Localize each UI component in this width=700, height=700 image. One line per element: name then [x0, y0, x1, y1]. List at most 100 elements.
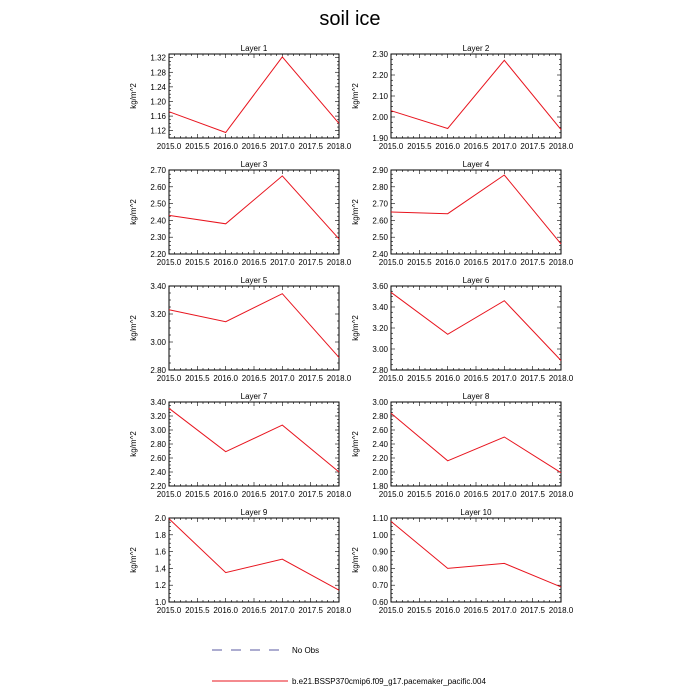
x-tick-label: 2016.0 [213, 258, 238, 267]
y-tick-label: 0.80 [372, 564, 388, 573]
y-tick-label: 2.60 [372, 216, 388, 225]
panel-title: Layer 1 [241, 44, 268, 53]
y-tick-label: 1.32 [150, 54, 166, 63]
x-tick-label: 2016.0 [213, 374, 238, 383]
x-tick-label: 2018.0 [327, 374, 352, 383]
x-tick-label: 2016.5 [464, 258, 489, 267]
y-tick-label: 2.10 [372, 92, 388, 101]
y-tick-label: 2.20 [372, 71, 388, 80]
y-tick-label: 2.20 [150, 482, 166, 491]
y-tick-label: 1.20 [150, 97, 166, 106]
x-tick-label: 2016.0 [435, 258, 460, 267]
y-tick-label: 2.20 [150, 250, 166, 259]
x-tick-label: 2015.0 [157, 490, 182, 499]
y-axis-label: kg/m^2 [129, 315, 138, 341]
x-tick-label: 2016.5 [242, 142, 267, 151]
y-tick-label: 2.80 [372, 366, 388, 375]
x-tick-label: 2017.5 [520, 374, 545, 383]
plot-frame [390, 53, 562, 139]
y-tick-label: 2.60 [150, 183, 166, 192]
x-tick-label: 2017.0 [270, 490, 295, 499]
x-tick-label: 2015.5 [185, 142, 210, 151]
panel-title: Layer 3 [241, 160, 268, 169]
y-tick-label: 1.16 [150, 112, 166, 121]
plot-frame [168, 169, 340, 255]
x-tick-label: 2017.0 [270, 142, 295, 151]
legend-entry-no-obs: No Obs [212, 646, 319, 655]
y-tick-label: 3.60 [372, 282, 388, 291]
y-tick-label: 1.80 [372, 482, 388, 491]
x-tick-label: 2018.0 [549, 490, 574, 499]
y-axis-label: kg/m^2 [129, 83, 138, 109]
panel-title: Layer 7 [241, 392, 268, 401]
y-tick-label: 3.00 [372, 345, 388, 354]
series-line [390, 174, 562, 245]
x-tick-label: 2016.0 [213, 490, 238, 499]
y-tick-label: 2.30 [372, 50, 388, 59]
y-axis-label: kg/m^2 [351, 83, 360, 109]
x-tick-label: 2015.5 [407, 258, 432, 267]
x-tick-label: 2016.5 [464, 606, 489, 615]
y-tick-label: 2.90 [372, 166, 388, 175]
x-tick-label: 2015.0 [379, 606, 404, 615]
y-tick-label: 2.60 [150, 454, 166, 463]
y-axis-label: kg/m^2 [129, 431, 138, 457]
x-tick-label: 2017.5 [298, 606, 323, 615]
x-tick-label: 2015.0 [157, 142, 182, 151]
panel-title: Layer 6 [463, 276, 490, 285]
y-tick-label: 2.0 [155, 514, 167, 523]
panel-title: Layer 5 [241, 276, 268, 285]
y-tick-label: 1.28 [150, 68, 166, 77]
y-tick-label: 2.00 [372, 468, 388, 477]
x-tick-label: 2016.0 [213, 606, 238, 615]
y-tick-label: 1.00 [372, 531, 388, 540]
y-tick-label: 2.80 [150, 366, 166, 375]
x-tick-label: 2017.5 [298, 374, 323, 383]
legend: No Obs b.e21.BSSP370cmip6.f09_g17.pacemak… [212, 646, 486, 686]
y-tick-label: 2.30 [150, 233, 166, 242]
series-line [390, 521, 562, 588]
series-line [390, 291, 562, 361]
x-tick-label: 2015.5 [407, 374, 432, 383]
x-tick-label: 2017.5 [520, 142, 545, 151]
y-tick-label: 3.40 [150, 398, 166, 407]
y-axis-label: kg/m^2 [129, 199, 138, 225]
series-line [390, 59, 562, 130]
y-tick-label: 2.20 [372, 454, 388, 463]
y-tick-label: 2.40 [150, 468, 166, 477]
x-tick-label: 2017.5 [520, 606, 545, 615]
panel-title: Layer 4 [463, 160, 490, 169]
x-tick-label: 2015.0 [379, 258, 404, 267]
x-tick-label: 2018.0 [549, 258, 574, 267]
x-tick-label: 2017.0 [492, 142, 517, 151]
x-tick-label: 2018.0 [327, 606, 352, 615]
panel-title: Layer 8 [463, 392, 490, 401]
x-tick-label: 2015.0 [157, 606, 182, 615]
x-tick-label: 2015.0 [379, 142, 404, 151]
x-tick-label: 2016.0 [435, 490, 460, 499]
x-tick-label: 2017.0 [492, 374, 517, 383]
plot-frame [390, 169, 562, 255]
y-tick-label: 2.80 [372, 412, 388, 421]
y-tick-label: 1.12 [150, 127, 166, 136]
series-line [168, 175, 340, 240]
y-tick-label: 1.0 [155, 598, 167, 607]
series-line [168, 518, 340, 591]
x-tick-label: 2016.5 [242, 490, 267, 499]
series-line [168, 56, 340, 134]
x-tick-label: 2017.0 [270, 258, 295, 267]
x-tick-label: 2017.5 [520, 490, 545, 499]
x-tick-label: 2015.5 [185, 374, 210, 383]
x-tick-label: 2015.5 [407, 142, 432, 151]
x-tick-label: 2016.0 [435, 374, 460, 383]
panel-title: Layer 2 [463, 44, 490, 53]
y-tick-label: 1.90 [372, 134, 388, 143]
legend-label: b.e21.BSSP370cmip6.f09_g17.pacemaker_pac… [292, 677, 486, 686]
y-tick-label: 1.2 [155, 581, 167, 590]
